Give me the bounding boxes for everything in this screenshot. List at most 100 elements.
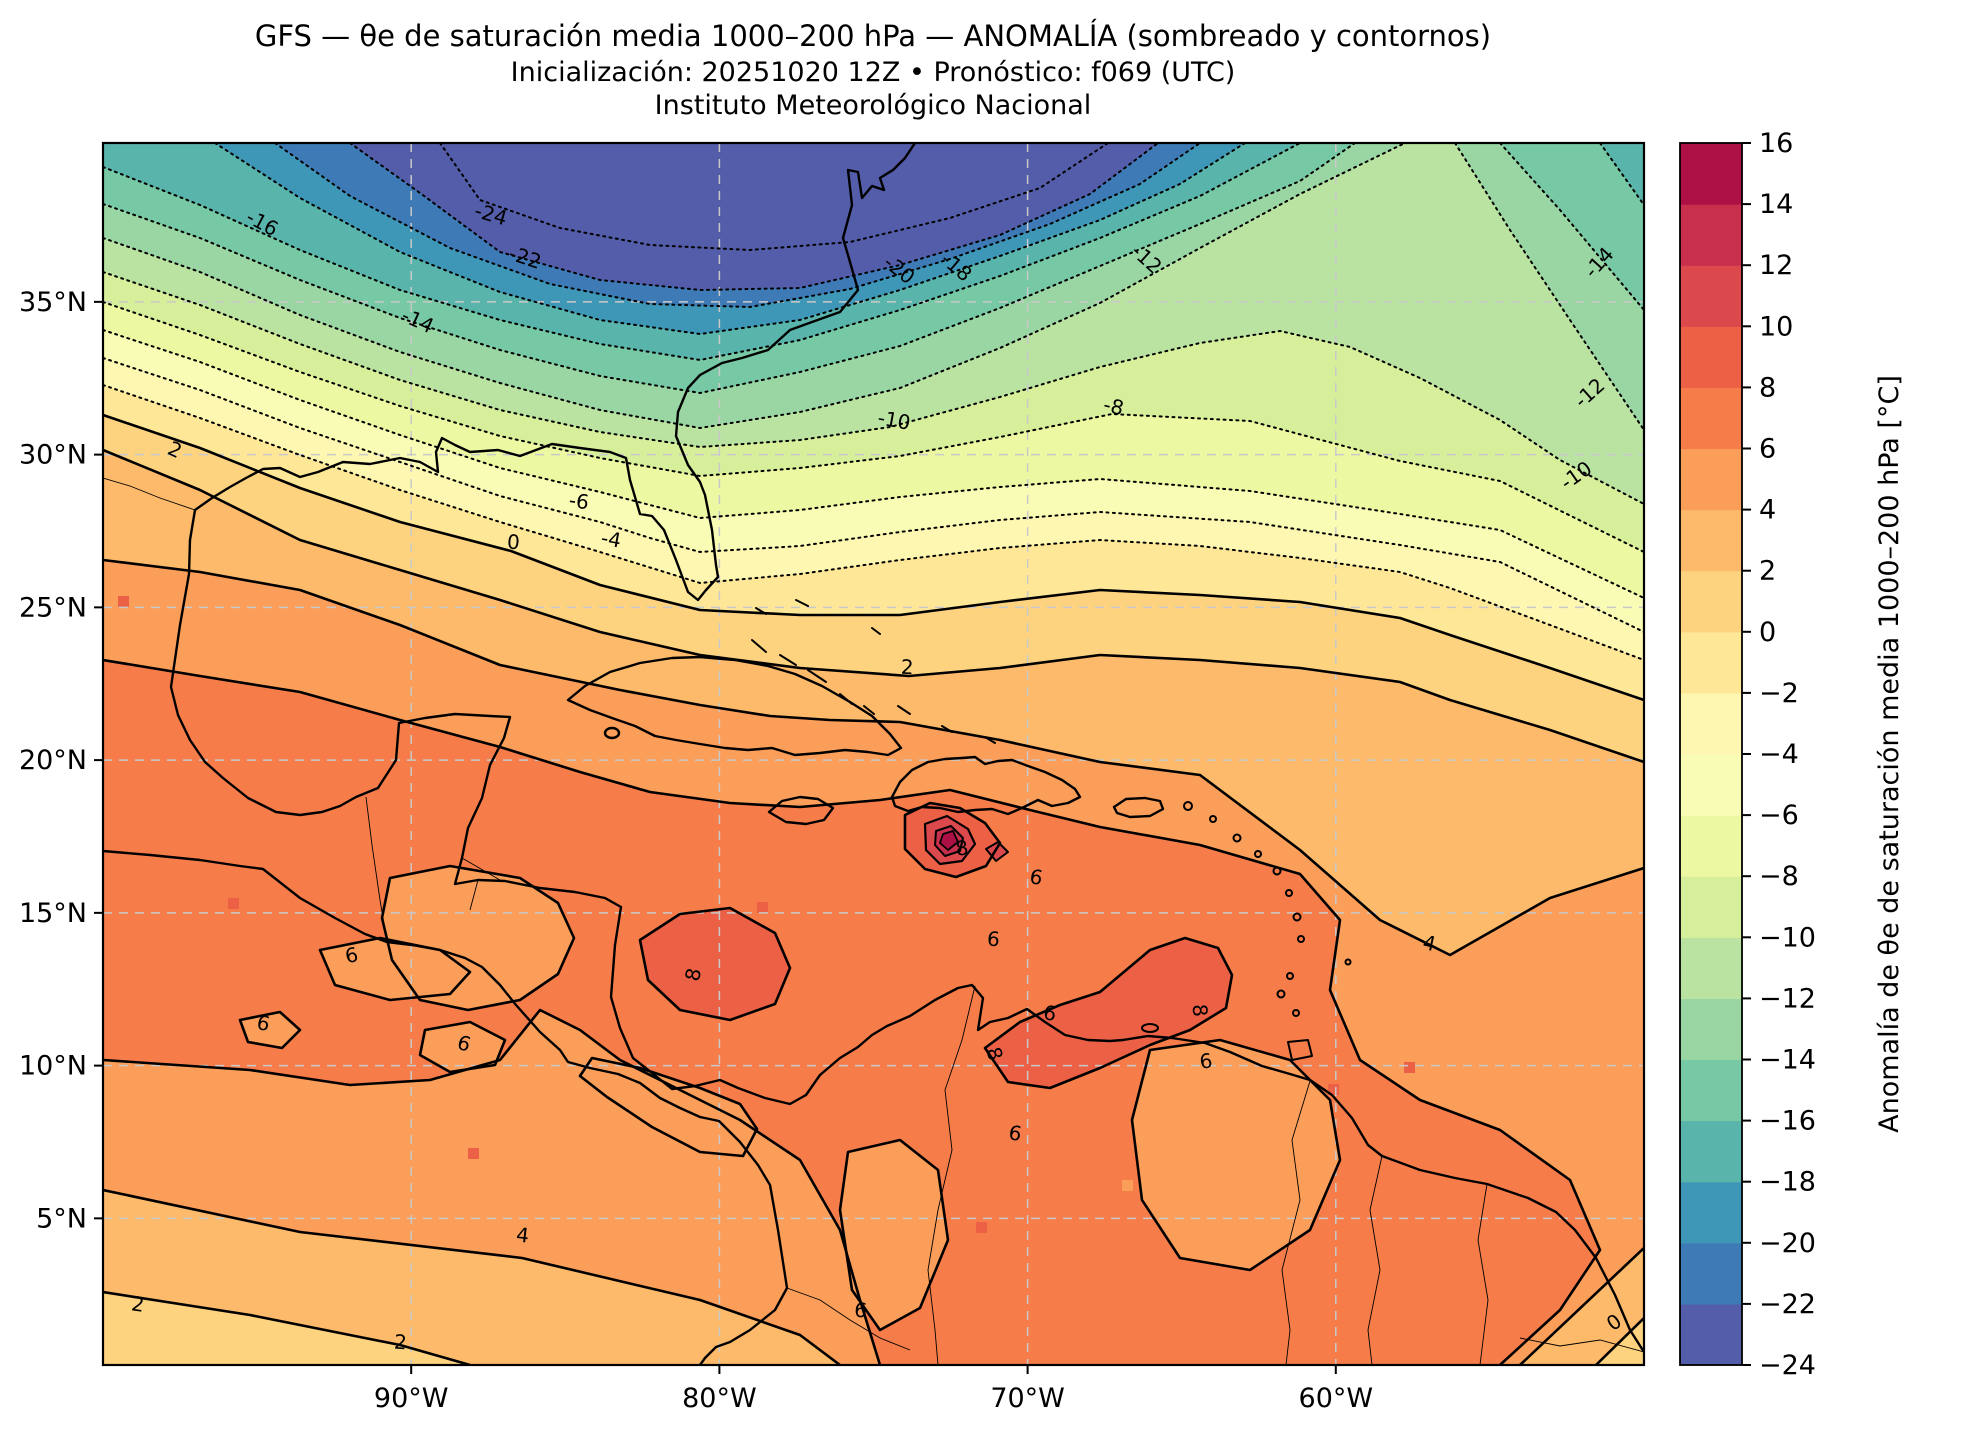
axes-frame (101, 141, 1646, 1367)
fill-pocket-costarica (580, 1058, 757, 1156)
contour-corner-m14 (1499, 143, 1644, 311)
coast-puertorico (1112, 796, 1165, 819)
colorbar-tick-label: 16 (1759, 128, 1793, 159)
contour-label: 6 (343, 942, 360, 968)
colorbar-tick-label: −12 (1759, 983, 1816, 1014)
colorbar-tick-label: 8 (1759, 372, 1776, 403)
colorbar-cell (1680, 1303, 1742, 1366)
colorbar-tick-label: −4 (1759, 739, 1799, 770)
contour-m8 (103, 301, 1644, 553)
colorbar-tick-label: −6 (1759, 800, 1799, 831)
contour-m16 (103, 143, 1301, 362)
contour-m22 (349, 143, 1159, 292)
contour-label: 6 (255, 1010, 272, 1036)
contour-label: 6 (986, 927, 1000, 952)
colorbar-cell (1680, 631, 1742, 694)
contours-positive-solid (103, 413, 1644, 1365)
y-tick-label: 25°N (19, 592, 87, 623)
contour-2-south (103, 1290, 471, 1365)
coastlines (103, 143, 1644, 1365)
coast-cuba (566, 655, 903, 757)
axis-tick-labels: 90°W 80°W 70°W 60°W35°N30°N25°N20°N15°N10°N… (19, 287, 1373, 1414)
colorbar-cell (1680, 570, 1742, 633)
contour-m4 (103, 357, 1644, 633)
colorbar-cell (1680, 754, 1742, 816)
colorbar-cell (1680, 998, 1742, 1061)
coast-jamaica (767, 795, 835, 826)
contour-6-pocket-costarica (578, 1056, 759, 1158)
contour-corner-m12 (1454, 143, 1644, 431)
y-tick-label: 30°N (19, 440, 87, 471)
contour-label: 6 (853, 1297, 868, 1322)
country-borders (103, 477, 1644, 1365)
colorbar-tick-label: −10 (1759, 922, 1816, 953)
y-tick-label: 5°N (36, 1203, 87, 1234)
colorbar-cell (1680, 1120, 1742, 1183)
colorbar-tick-label: 10 (1759, 311, 1793, 342)
colorbar-tick-label: −16 (1759, 1106, 1816, 1137)
fill-corner-m16-m14 (1500, 143, 1644, 310)
contour-label: -4 (599, 526, 623, 553)
contour-label: 2 (393, 1330, 407, 1355)
coast-bahamas (751, 599, 996, 744)
coast-northamerica-gulf (169, 143, 1644, 1354)
contour-4-south (103, 1188, 841, 1365)
colorbar-tick-label: 14 (1759, 189, 1793, 220)
fill-band-m24-m22 (350, 143, 1158, 290)
contour-label: 4 (515, 1222, 530, 1247)
colorbar-cell (1680, 1059, 1742, 1122)
colorbar-tick-label: 12 (1759, 250, 1793, 281)
colorbar-tick-label: −18 (1759, 1167, 1816, 1198)
colorbar-axis-label: Anomalía de θe de saturación media 1000–… (1874, 375, 1905, 1133)
contour-label: 8 (954, 835, 970, 861)
figure-subtitle-institute: Instituto Meteorológico Nacional (655, 90, 1092, 121)
colorbar-cell (1680, 1242, 1742, 1305)
colorbar-cell (1680, 387, 1742, 450)
contour-m12 (103, 143, 1406, 430)
contour-m20 (274, 143, 1201, 309)
contour-0 (103, 413, 1644, 702)
y-tick-label: 20°N (19, 745, 87, 776)
contour-6-west (103, 1008, 882, 1365)
contour-6-pacific2 (418, 1020, 507, 1074)
colorbar-cell (1680, 326, 1742, 388)
contour-m18 (214, 143, 1246, 336)
contour-label: 6 (1042, 1000, 1058, 1026)
colorbar-tick-labels: 16 14 12 10 8 6 4 2 0 −2 −4 −6 −8 −10 −12 −14 −16 −18 −20 −… (1759, 128, 1816, 1381)
colorbar-cell (1680, 265, 1742, 327)
contour-label: 4 (1421, 930, 1438, 956)
contour-6-pocket-honduras (380, 864, 576, 1012)
colorbar-tick-label: 6 (1759, 434, 1776, 465)
y-tick-label: 15°N (19, 898, 87, 929)
colorbar-cell (1680, 509, 1742, 572)
y-tick-label: 35°N (19, 287, 87, 318)
coast-pacific-centralamerica (103, 849, 789, 1365)
contour-label: -6 (567, 488, 590, 515)
fill-pocket-pacific2 (420, 1022, 505, 1072)
contour-label: 8 (680, 966, 706, 983)
x-tick-label: 90°W (374, 1383, 449, 1414)
contour-8-west-caribbean (638, 906, 792, 1022)
coast-isla-juventud (603, 726, 621, 740)
colorbar-tick-label: −20 (1759, 1228, 1816, 1259)
colorbar-tick-label: −22 (1759, 1289, 1816, 1320)
contour-label: 2 (900, 655, 914, 679)
graticule (103, 143, 1644, 1365)
coast-hispaniola (890, 755, 1082, 816)
contour-label: 6 (1198, 1048, 1214, 1074)
colorbar-tick-label: 4 (1759, 495, 1776, 526)
contour-4n (103, 558, 1644, 957)
colorbar-tick-label: −2 (1759, 678, 1799, 709)
contour-label: 6 (1007, 1120, 1024, 1146)
contour-6-pocket-andes (838, 1138, 950, 1332)
contour-6-north (103, 658, 1602, 1365)
contours-negative-dotted (103, 143, 1644, 661)
colorbar-cell (1680, 876, 1742, 938)
fill-sw-0-2 (103, 1292, 470, 1365)
contour-10-satellite (985, 841, 1009, 862)
contour-label: 6 (1028, 864, 1045, 890)
contour-m6 (103, 329, 1644, 599)
contour-0-se (1595, 1317, 1644, 1365)
colorbar (1680, 143, 1742, 1366)
